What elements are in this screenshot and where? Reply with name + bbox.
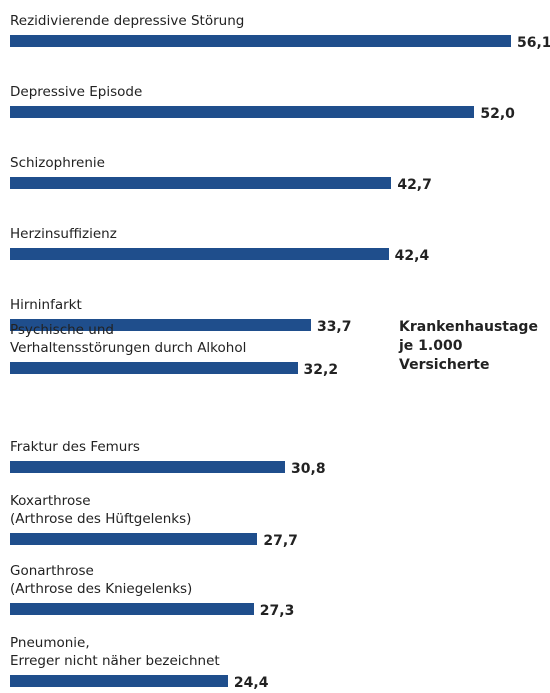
category-label: Depressive Episode [10,84,143,100]
category-label: Gonarthrose (Arthrose des Kniegelenks) [10,563,193,597]
bar [10,461,286,473]
category-label: Herzinsuffizienz [10,226,117,242]
category-label: Fraktur des Femurs [10,439,140,455]
bar [10,248,389,260]
bar [10,362,298,374]
value-label: 42,7 [397,177,432,193]
value-label: 30,8 [291,461,326,477]
value-label: 27,7 [263,533,298,549]
value-label: 52,0 [480,106,515,122]
bar [10,319,311,331]
bar [10,603,254,615]
category-label: Psychische und Verhaltensstörungen durch… [10,322,247,356]
bar [10,533,258,545]
annotation: Krankenhaustage je 1.000 Versicherte [399,319,538,373]
category-label: Schizophrenie [10,155,105,171]
bar [10,35,511,47]
value-label: 56,1 [517,35,550,51]
category-label: Rezidivierende depressive Störung [10,13,245,29]
category-label: Pneumonie, Erreger nicht näher bezeichne… [10,635,220,669]
value-label: 42,4 [394,248,430,264]
bar [10,675,228,687]
value-label: 27,3 [259,603,295,619]
bar [10,106,475,118]
bar [10,177,392,189]
value-label: 24,4 [233,675,269,691]
value-label: 33,7 [316,319,352,335]
category-label: Hirninfarkt [10,297,82,313]
value-label: 32,2 [303,362,339,378]
category-label: Koxarthrose (Arthrose des Hüftgelenks) [10,493,192,527]
